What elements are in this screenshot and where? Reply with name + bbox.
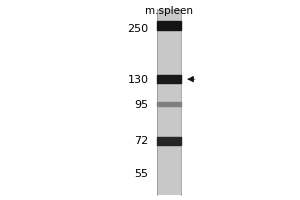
Text: 250: 250 <box>128 24 148 34</box>
Bar <box>158 9 182 195</box>
Text: 130: 130 <box>128 75 148 85</box>
Text: 55: 55 <box>134 169 148 179</box>
Bar <box>158 21 182 30</box>
Bar <box>158 137 182 145</box>
Text: 72: 72 <box>134 136 148 146</box>
Bar <box>158 75 182 83</box>
Text: m.spleen: m.spleen <box>146 6 194 16</box>
Bar <box>158 102 182 106</box>
Text: 95: 95 <box>134 100 148 110</box>
